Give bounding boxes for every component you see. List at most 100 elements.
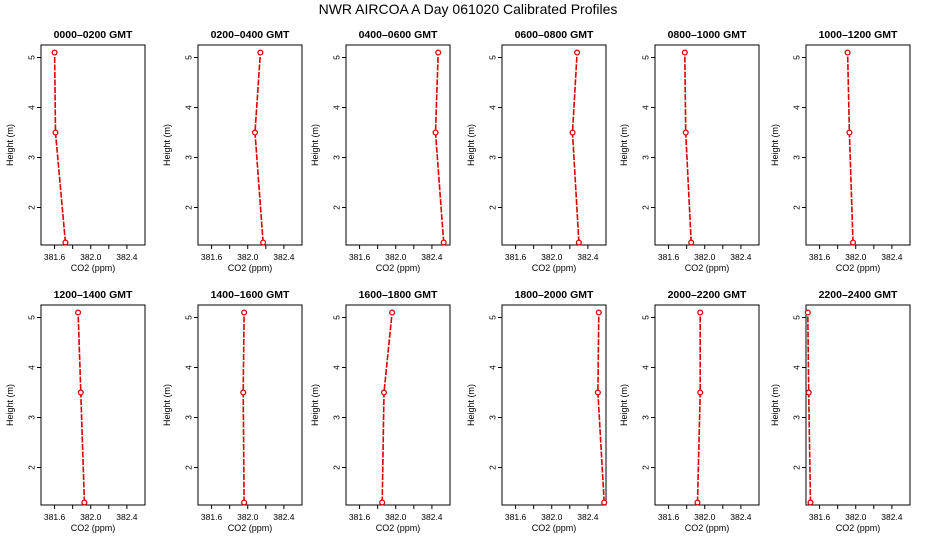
x-tick-label: 382.0	[694, 512, 716, 522]
y-tick-label: 2	[331, 205, 341, 210]
x-tick-label: 382.4	[730, 252, 752, 262]
data-point	[575, 239, 582, 246]
data-point	[569, 129, 576, 136]
y-tick-label: 4	[791, 365, 801, 370]
series-line	[77, 312, 86, 503]
series-line	[242, 312, 245, 503]
series-line	[684, 52, 692, 243]
plot-frame	[805, 304, 911, 506]
x-tick-label: 381.6	[44, 252, 66, 262]
data-point	[241, 309, 248, 316]
panel-title: 1800–2000 GMT	[515, 289, 594, 301]
x-tick-label: 381.6	[349, 512, 371, 522]
data-point	[805, 389, 812, 396]
x-axis-label: CO2 (ppm)	[836, 263, 881, 273]
series-line	[597, 312, 605, 503]
x-axis-label: CO2 (ppm)	[376, 523, 421, 533]
panel-title: 1200–1400 GMT	[54, 289, 133, 301]
y-tick-label: 4	[331, 105, 341, 110]
y-tick-label: 5	[183, 315, 193, 320]
panel-11: 2200–2400 GMT 381.6 382.0 382.4 2 3 4 5 CO2 (ppm…	[770, 289, 911, 533]
y-tick-label: 4	[26, 105, 36, 110]
x-tick-label: 382.0	[845, 512, 867, 522]
data-point	[241, 499, 248, 506]
x-tick-label: 381.6	[809, 252, 831, 262]
data-point	[432, 129, 439, 136]
data-point	[440, 239, 447, 246]
panel-title: 2000–2200 GMT	[668, 289, 747, 301]
panel-3: 0600–0800 GMT 381.6 382.0 382.4 2 3 4 5 CO2 (ppm…	[466, 29, 607, 273]
panel-title: 0600–0800 GMT	[515, 29, 594, 41]
plot-frame	[654, 44, 760, 246]
x-tick-label: 382.4	[116, 512, 138, 522]
y-tick-label: 3	[331, 415, 341, 420]
data-point	[807, 499, 814, 506]
y-tick-label: 2	[487, 465, 497, 470]
y-tick-label: 5	[791, 315, 801, 320]
y-axis-label: Height (m)	[466, 124, 476, 166]
panel-7: 1400–1600 GMT 381.6 382.0 382.4 2 3 4 5 CO2 (ppm…	[162, 289, 303, 533]
data-point	[697, 389, 704, 396]
data-point	[595, 309, 602, 316]
y-tick-label: 2	[26, 205, 36, 210]
x-tick-label: 381.6	[44, 512, 66, 522]
panel-1: 0200–0400 GMT 381.6 382.0 382.4 2 3 4 5 CO2 (ppm…	[162, 29, 303, 273]
x-tick-label: 382.0	[845, 252, 867, 262]
plot-frame	[40, 304, 146, 506]
panel-6: 1200–1400 GMT 381.6 382.0 382.4 2 3 4 5 CO2 (ppm…	[5, 289, 146, 533]
y-tick-label: 5	[26, 55, 36, 60]
y-axis-label: Height (m)	[466, 384, 476, 426]
y-tick-label: 3	[791, 415, 801, 420]
data-point	[260, 239, 267, 246]
y-tick-label: 4	[183, 365, 193, 370]
panel-title: 1600–1800 GMT	[359, 289, 438, 301]
y-axis-label: Height (m)	[619, 384, 629, 426]
y-tick-label: 3	[640, 415, 650, 420]
y-tick-label: 2	[791, 205, 801, 210]
panel-title: 1000–1200 GMT	[819, 29, 898, 41]
x-tick-label: 382.4	[577, 512, 599, 522]
x-tick-label: 382.0	[237, 512, 259, 522]
data-point	[52, 129, 59, 136]
plot-frame	[345, 304, 451, 506]
data-point	[380, 389, 388, 396]
y-tick-label: 3	[26, 155, 36, 160]
x-axis-label: CO2 (ppm)	[532, 523, 577, 533]
data-point	[804, 309, 811, 316]
y-tick-label: 5	[640, 55, 650, 60]
data-point	[844, 49, 851, 56]
figure-title: NWR AIRCOA A Day 061020 Calibrated Profi…	[318, 1, 618, 17]
y-tick-label: 4	[640, 365, 650, 370]
panel-2: 0400–0600 GMT 381.6 382.0 382.4 2 3 4 5 CO2 (ppm…	[310, 29, 451, 273]
panel-title: 0800–1000 GMT	[668, 29, 747, 41]
series-line	[381, 312, 393, 503]
plot-frame	[654, 304, 760, 506]
x-tick-label: 381.6	[809, 512, 831, 522]
x-tick-label: 382.0	[385, 512, 407, 522]
y-tick-label: 2	[183, 205, 193, 210]
panel-10: 2000–2200 GMT 381.6 382.0 382.4 2 3 4 5 CO2 (ppm…	[619, 289, 760, 533]
panel-8: 1600–1800 GMT 381.6 382.0 382.4 2 3 4 5 CO2 (ppm…	[310, 289, 451, 533]
y-axis-label: Height (m)	[619, 124, 629, 166]
x-axis-label: CO2 (ppm)	[71, 263, 116, 273]
y-tick-label: 5	[487, 315, 497, 320]
data-point	[81, 499, 88, 506]
x-axis-label: CO2 (ppm)	[228, 263, 273, 273]
x-tick-label: 382.4	[730, 512, 752, 522]
y-axis-label: Height (m)	[310, 384, 320, 426]
data-point	[688, 239, 695, 246]
y-tick-label: 3	[26, 415, 36, 420]
series-line	[53, 52, 67, 243]
data-point	[77, 389, 84, 396]
data-point	[601, 499, 608, 506]
data-point	[51, 49, 58, 56]
x-tick-label: 382.0	[694, 252, 716, 262]
x-axis-label: CO2 (ppm)	[685, 263, 730, 273]
x-tick-label: 381.6	[658, 512, 680, 522]
panel-5: 1000–1200 GMT 381.6 382.0 382.4 2 3 4 5 CO2 (ppm…	[770, 29, 911, 273]
x-tick-label: 382.4	[116, 252, 138, 262]
x-axis-label: CO2 (ppm)	[71, 523, 116, 533]
panel-0: 0000–0200 GMT 381.6 382.0 382.4 2 3 4 5 CO2 (ppm…	[5, 29, 146, 273]
y-axis-label: Height (m)	[310, 124, 320, 166]
y-tick-label: 2	[26, 465, 36, 470]
